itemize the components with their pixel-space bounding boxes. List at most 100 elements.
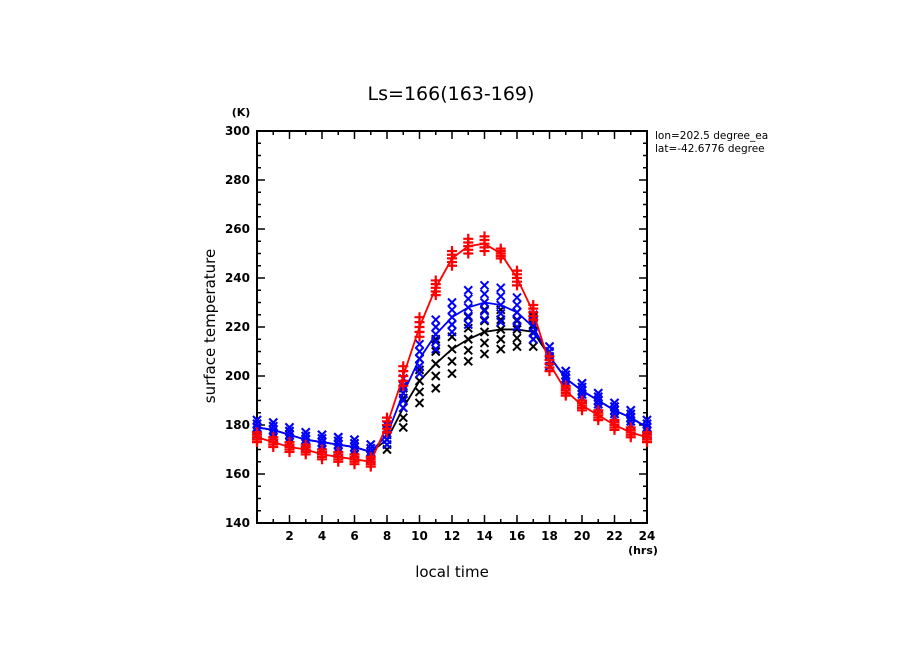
marker-black — [496, 344, 506, 354]
y-tick-label: 220 — [225, 320, 250, 334]
marker-blue — [463, 311, 473, 321]
marker-black — [528, 341, 538, 352]
y-tick-label: 180 — [225, 418, 250, 432]
x-tick-label: 18 — [541, 529, 558, 543]
marker-blue — [398, 403, 408, 413]
marker-blue — [317, 430, 327, 440]
marker-red — [577, 395, 587, 406]
legend-cover — [780, 128, 904, 158]
x-tick-label: 16 — [509, 529, 526, 543]
y-tick-label: 200 — [225, 369, 250, 383]
chart-title: Ls=166(163-169) — [368, 83, 535, 105]
y-axis-label: surface temperature — [201, 249, 219, 404]
x-tick-label: 20 — [574, 529, 591, 543]
x-tick-label: 2 — [285, 529, 293, 543]
marker-blue — [642, 415, 652, 425]
marker-blue — [414, 339, 425, 349]
y-tick-label: 300 — [225, 124, 250, 138]
marker-blue — [496, 283, 506, 293]
marker-blue — [447, 319, 457, 330]
marker-blue — [366, 439, 376, 450]
marker-blue — [268, 417, 278, 428]
marker-black — [512, 341, 522, 352]
marker-black — [463, 345, 473, 355]
marker-blue — [431, 344, 441, 354]
marker-blue — [414, 368, 425, 379]
marker-red — [300, 439, 311, 450]
x-tick-label: 10 — [411, 529, 428, 543]
marker-blue — [447, 297, 457, 308]
marker-red — [447, 246, 457, 257]
x-axis-unit: (hrs) — [628, 544, 658, 557]
marker-blue — [512, 314, 522, 325]
marker-red — [349, 449, 360, 460]
marker-blue — [431, 322, 441, 332]
marker-blue — [512, 300, 522, 310]
marker-red — [284, 437, 295, 448]
marker-black — [431, 346, 441, 357]
annotation-lat: lat=-42.6776 degree — [655, 143, 765, 155]
marker-red — [609, 415, 620, 426]
marker-blue — [349, 434, 360, 445]
marker-blue — [463, 319, 473, 330]
marker-blue — [561, 370, 571, 380]
series-red — [252, 231, 652, 472]
annotation-lon: lon=202.5 degree_ea — [655, 130, 768, 142]
marker-black — [414, 387, 425, 397]
marker-blue — [593, 388, 603, 398]
marker-blue — [301, 427, 311, 438]
marker-blue — [577, 378, 587, 389]
marker-red — [642, 427, 652, 438]
marker-black — [431, 371, 441, 381]
marker-red — [479, 231, 490, 242]
y-axis-unit: (K) — [232, 106, 251, 119]
marker-blue — [626, 405, 636, 416]
y-tick-label: 140 — [225, 516, 250, 530]
marker-blue — [512, 322, 522, 332]
marker-blue — [496, 317, 506, 327]
marker-blue — [463, 285, 473, 295]
marker-blue — [544, 341, 555, 352]
marker-red — [495, 243, 506, 254]
marker-blue — [431, 314, 441, 325]
y-tick-label: 260 — [225, 222, 250, 236]
marker-red — [463, 233, 474, 244]
y-tick-label: 240 — [225, 271, 250, 285]
marker-black — [479, 338, 490, 348]
marker-black — [463, 323, 473, 333]
marker-blue — [447, 305, 457, 315]
y-tick-label: 280 — [225, 173, 250, 187]
marker-blue — [252, 415, 262, 425]
x-tick-label: 14 — [476, 529, 493, 543]
marker-blue — [463, 294, 473, 304]
y-tick-label: 160 — [225, 467, 250, 481]
marker-red — [593, 405, 604, 416]
marker-red — [268, 432, 279, 443]
marker-black — [414, 365, 425, 375]
marker-blue — [284, 422, 295, 433]
x-axis-label: local time — [415, 563, 489, 581]
marker-red — [512, 265, 522, 276]
line-blue — [256, 301, 648, 453]
x-tick-label: 22 — [606, 529, 623, 543]
marker-blue — [496, 291, 506, 302]
axes: 2 4 6 8 10 12 14 16 18 20 22 2414016018020022024026… — [225, 124, 655, 543]
x-tick-label: 6 — [350, 529, 358, 543]
marker-blue — [479, 306, 490, 316]
marker-black — [431, 383, 441, 393]
marker-red — [317, 444, 327, 455]
marker-black — [479, 349, 490, 359]
marker-blue — [609, 398, 620, 408]
marker-blue — [479, 314, 490, 325]
marker-black — [512, 333, 522, 343]
marker-blue — [479, 280, 490, 291]
plot-area — [252, 231, 652, 472]
marker-black — [414, 398, 425, 408]
marker-black — [398, 422, 408, 433]
marker-black — [463, 356, 473, 367]
marker-blue — [252, 419, 262, 429]
marker-blue — [512, 292, 522, 303]
marker-blue — [479, 289, 490, 299]
x-tick-label: 24 — [639, 529, 656, 543]
